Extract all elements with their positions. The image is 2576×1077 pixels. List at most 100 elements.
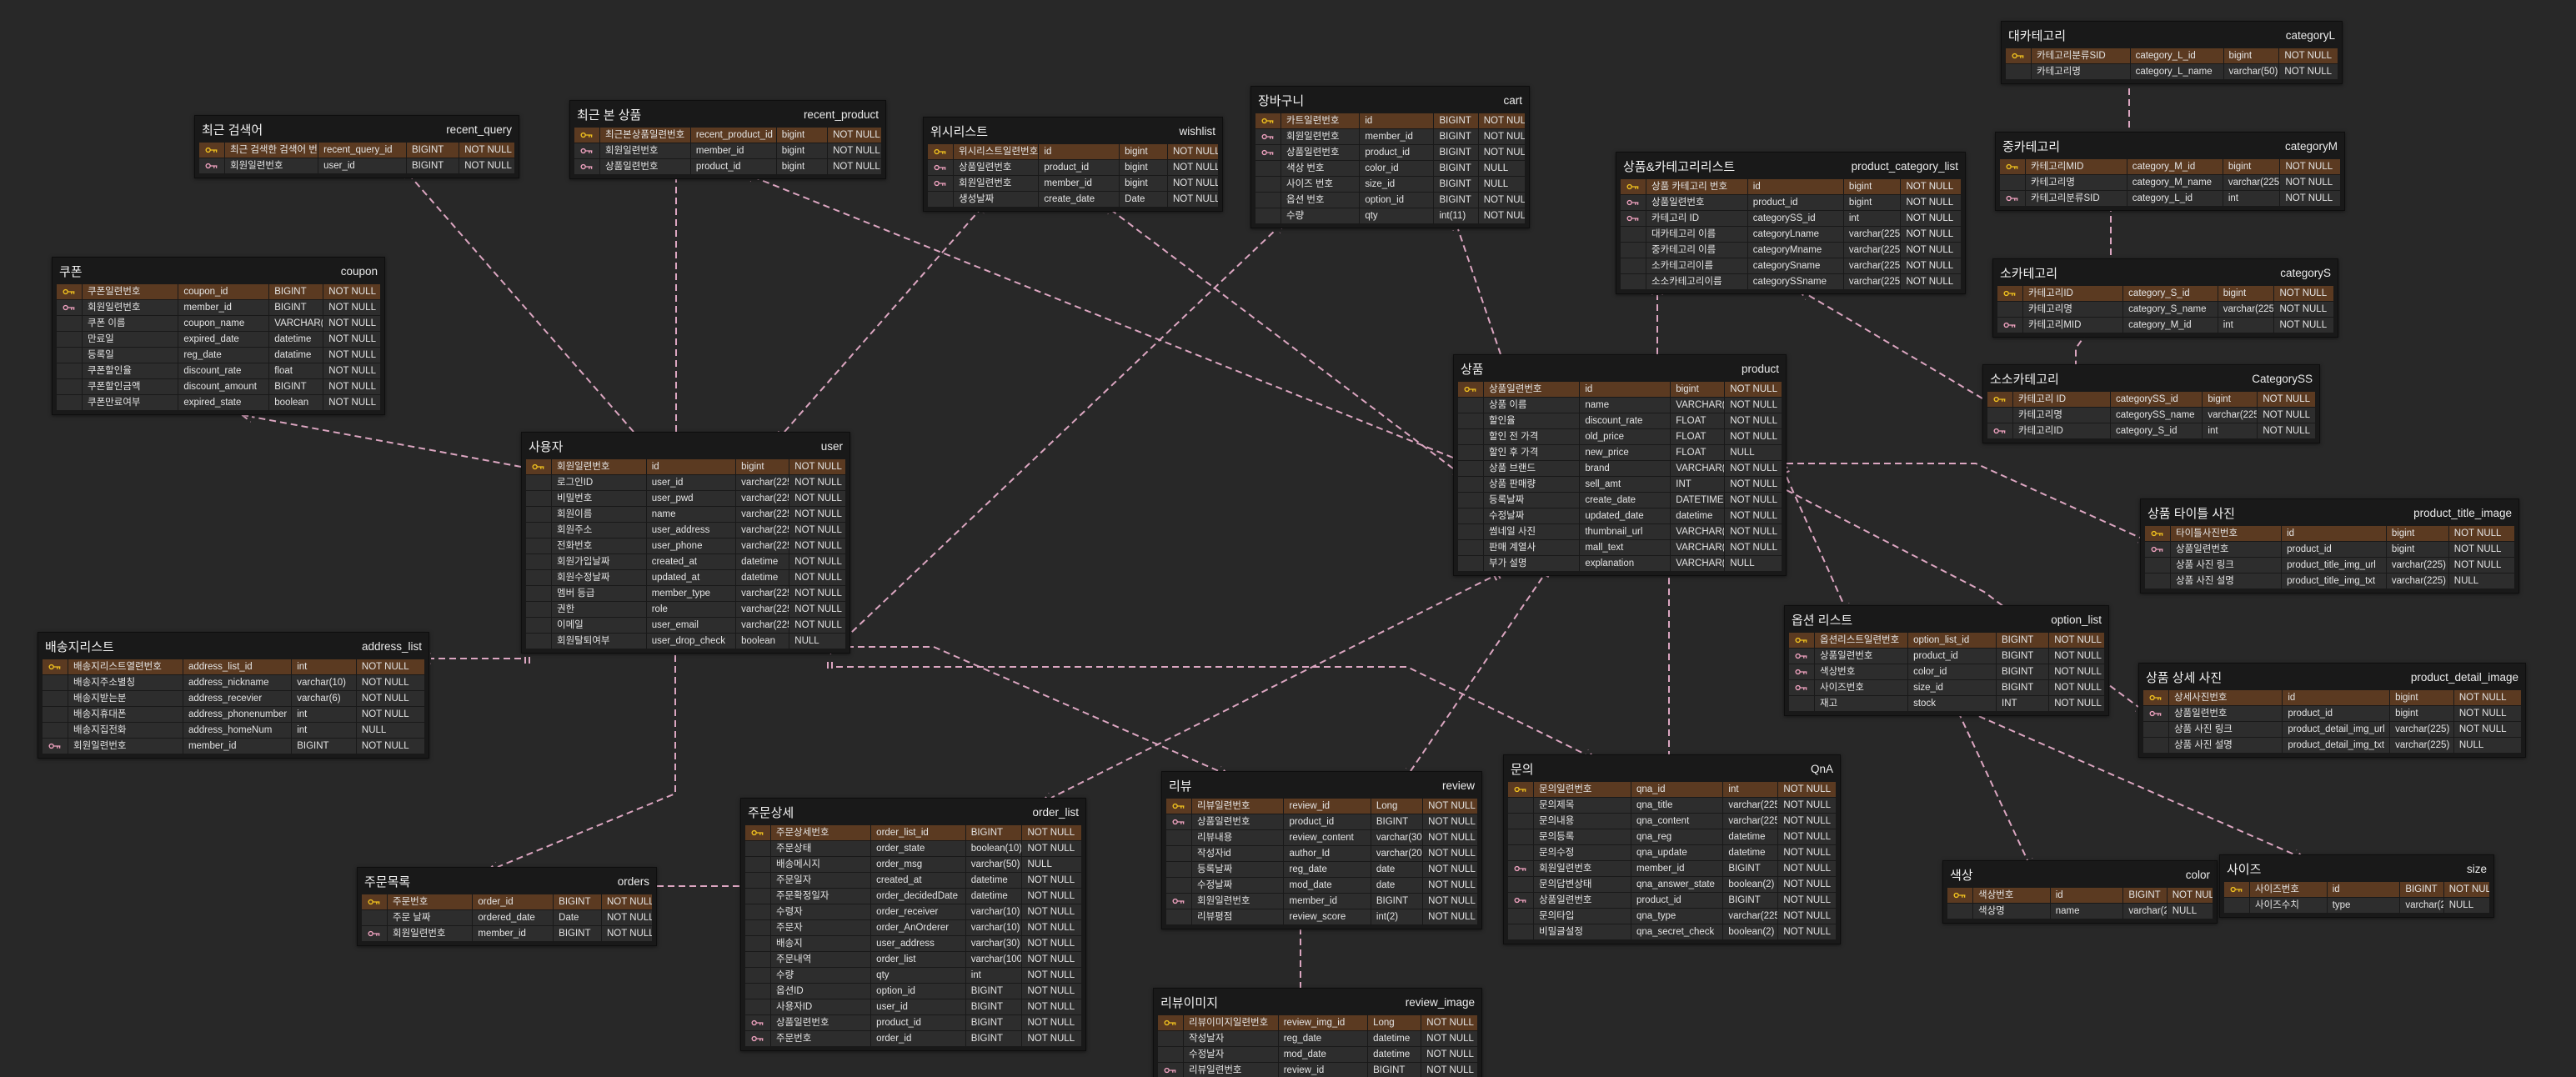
table-header[interactable]: 소소카테고리 CategorySS [1987,368,2315,389]
table-header[interactable]: 리뷰이미지 review_image [1158,992,1477,1013]
table-row[interactable]: 중카테고리 이름 categoryMname varchar(225) NOT NUL… [1621,243,1961,258]
table-row[interactable]: 등록날짜 create_date DATETIME NOT NULL [1458,493,1782,508]
table-row[interactable]: 카테고리명 categorySS_name varchar(225) NOT NULL [1987,408,2315,423]
table-header[interactable]: 상품 product [1458,358,1782,379]
table-row[interactable]: 회원탈퇴여부 user_drop_check boolean NULL [526,634,845,649]
table-row[interactable]: 상품일련번호 product_id bigint NOT NULL [928,160,1218,175]
table-row[interactable]: 주문 날짜 ordered_date Date NOT NULL [362,910,652,925]
table-order_list[interactable]: 주문상세 order_list 주문상세번호 order_list_id BIGINT… [740,798,1086,1051]
table-row[interactable]: 상품 사진 링크 product_detail_img_url varchar(22… [2143,722,2521,737]
table-header[interactable]: 사이즈 size [2224,859,2489,879]
table-row[interactable]: 주문자 order_AnOrderer varchar(10) NOT NULL [745,920,1081,935]
table-row[interactable]: 사용자ID user_id BIGINT NOT NULL [745,999,1081,1014]
table-row[interactable]: 주문내역 order_list varchar(100) NOT NULL [745,952,1081,967]
table-header[interactable]: 중카테고리 categoryM [2000,136,2340,157]
table-row[interactable]: 주문번호 order_id BIGINT NOT NULL [745,1031,1081,1046]
table-review_image[interactable]: 리뷰이미지 review_image 리뷰이미지일련번호 review_img_id… [1153,988,1482,1077]
table-categoryL[interactable]: 대카테고리 categoryL 카테고리분류SID category_L_id big… [2001,21,2343,84]
table-coupon[interactable]: 쿠폰 coupon 쿠폰일련번호 coupon_id BIGINT NOT NULL 회… [52,257,385,415]
table-row[interactable]: 상품일련번호 product_id bigint NOT NULL [2145,542,2514,557]
table-header[interactable]: 상품 상세 사진 product_detail_image [2143,667,2521,688]
table-row[interactable]: 사이즈번호 size_id BIGINT NOT NULL [1789,680,2104,695]
table-row[interactable]: 상품 사진 링크 product_title_img_url varchar(225… [2145,558,2514,573]
table-row[interactable]: 리뷰일련번호 review_id BIGINT NOT NULL [1158,1063,1477,1077]
table-header[interactable]: 주문목록 orders [362,871,652,892]
table-row[interactable]: 카테고리MID category_M_id int NOT NULL [1997,318,2333,333]
table-categoryM[interactable]: 중카테고리 categoryM 카테고리MID category_M_id bigin… [1995,132,2345,211]
table-row[interactable]: 회원일련번호 user_id BIGINT NOT NULL [199,158,514,173]
table-header[interactable]: 쿠폰 coupon [57,261,380,282]
table-row[interactable]: 색상 번호 color_id BIGINT NULL [1255,161,1525,176]
table-row[interactable]: 회원일련번호 member_id bigint NOT NULL [574,143,881,158]
table-header[interactable]: 색상 color [1947,864,2213,885]
table-header[interactable]: 대카테고리 categoryL [2006,25,2338,46]
table-header[interactable]: 상품&카테고리리스트 product_category_list [1621,156,1961,177]
table-row[interactable]: 할인 후 가격 new_price FLOAT NULL [1458,445,1782,460]
table-row[interactable]: 배송지받는분 address_recevier varchar(6) NOT NULL [43,691,424,706]
table-row[interactable]: 쿠폰할인율 discount_rate float NOT NULL [57,363,380,378]
table-categoryS[interactable]: 소카테고리 categoryS 카테고리ID category_S_id bigint… [1992,258,2338,338]
table-row[interactable]: 배송지 user_address varchar(30) NOT NULL [745,936,1081,951]
table-header[interactable]: 배송지리스트 address_list [43,636,424,657]
table-row[interactable]: 주문확정일자 order_decidedDate datetime NOT NULL [745,889,1081,904]
table-row[interactable]: 재고 stock INT NOT NULL [1789,696,2104,711]
table-header[interactable]: 사용자 user [526,436,845,457]
table-header[interactable]: 상품 타이틀 사진 product_title_image [2145,503,2514,523]
table-row[interactable]: 사이즈 번호 size_id BIGINT NULL [1255,177,1525,192]
table-row[interactable]: 배송지휴대폰 address_phonenumber int NOT NULL [43,707,424,722]
table-CategorySS[interactable]: 소소카테고리 CategorySS 카테고리 ID categorySS_id big… [1982,364,2320,443]
table-row[interactable]: 문의수정 qna_update datetime NOT NULL [1508,845,1836,860]
table-header[interactable]: 최근 검색어 recent_query [199,119,514,140]
table-row[interactable]: 주문상태 order_state boolean(10) NOT NULL [745,841,1081,856]
table-row[interactable]: 수정날짜 mod_date date NOT NULL [1166,878,1477,893]
table-header[interactable]: 소카테고리 categoryS [1997,263,2333,283]
table-recent_product[interactable]: 최근 본 상품 recent_product 최근본상품일련번호 recent_pr… [569,100,886,179]
table-row[interactable]: 카테고리 ID categorySS_id int NOT NULL [1621,211,1961,226]
table-row[interactable]: 비밀글설정 qna_secret_check boolean(2) NOT NULL [1508,924,1836,939]
table-row[interactable]: 리뷰이미지일련번호 review_img_id Long NOT NULL [1158,1015,1477,1030]
table-option_list[interactable]: 옵션 리스트 option_list 옵션리스트일련번호 option_list_i… [1784,605,2109,716]
table-header[interactable]: 문의 QnA [1508,759,1836,779]
table-row[interactable]: 작성날자 reg_date datetime NOT NULL [1158,1031,1477,1046]
table-row[interactable]: 쿠폰할인금액 discount_amount BIGINT NOT NULL [57,379,380,394]
table-row[interactable]: 회원가입날짜 created_at datetime NOT NULL [526,554,845,569]
table-row[interactable]: 카테고리분류SID category_L_id int NOT NULL [2000,191,2340,206]
table-row[interactable]: 배송메시지 order_msg varchar(50) NULL [745,857,1081,872]
table-row[interactable]: 상세사진번호 id bigint NOT NULL [2143,690,2521,705]
table-row[interactable]: 문의내용 qna_content varchar(225) NOT NULL [1508,814,1836,829]
table-product_title_image[interactable]: 상품 타이틀 사진 product_title_image 타이틀사진번호 id bi… [2140,498,2519,594]
table-row[interactable]: 대카테고리 이름 categoryLname varchar(225) NOT NUL… [1621,227,1961,242]
table-header[interactable]: 최근 본 상품 recent_product [574,104,881,125]
table-row[interactable]: 문의타입 qna_type varchar(225) NOT NULL [1508,909,1836,924]
table-row[interactable]: 카테고리명 category_L_name varchar(50) NOT NULL [2006,64,2338,79]
table-row[interactable]: 생성날짜 create_date Date NOT NULL [928,192,1218,207]
table-row[interactable]: 배송지리스트열련번호 address_list_id int NOT NULL [43,659,424,674]
table-review[interactable]: 리뷰 review 리뷰일련번호 review_id Long NOT NULL 상품일… [1161,771,1482,929]
table-row[interactable]: 문의제목 qna_title varchar(225) NOT NULL [1508,798,1836,813]
table-row[interactable]: 상품 판매량 sell_amt INT NOT NULL [1458,477,1782,492]
table-row[interactable]: 타이틀사진번호 id bigint NOT NULL [2145,526,2514,541]
table-orders[interactable]: 주문목록 orders 주문번호 order_id BIGINT NOT NULL 주문 … [357,867,657,946]
table-recent_query[interactable]: 최근 검색어 recent_query 최근 검색한 검색어 번호 recent_q… [194,115,519,178]
table-row[interactable]: 상품일련번호 product_id bigint NOT NULL [2143,706,2521,721]
table-address_list[interactable]: 배송지리스트 address_list 배송지리스트열련번호 address_lis… [38,632,429,759]
table-row[interactable]: 카테고리명 category_S_name varchar(225) NOT NULL [1997,302,2333,317]
table-row[interactable]: 수정날자 mod_date datetime NOT NULL [1158,1047,1477,1062]
table-row[interactable]: 상품 사진 설명 product_detail_img_txt varchar(22… [2143,738,2521,753]
table-header[interactable]: 주문상세 order_list [745,802,1081,823]
table-row[interactable]: 작성자id author_Id varchar(20) NOT NULL [1166,846,1477,861]
